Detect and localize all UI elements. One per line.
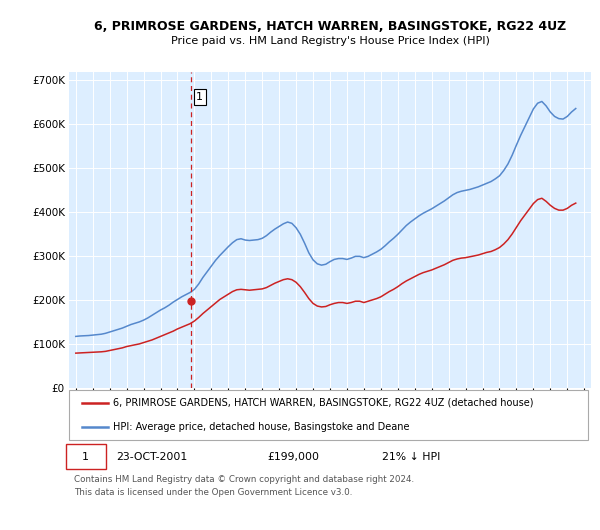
Text: Contains HM Land Registry data © Crown copyright and database right 2024.: Contains HM Land Registry data © Crown c… — [74, 475, 415, 484]
Text: 6, PRIMROSE GARDENS, HATCH WARREN, BASINGSTOKE, RG22 4UZ: 6, PRIMROSE GARDENS, HATCH WARREN, BASIN… — [94, 20, 566, 33]
Text: 21% ↓ HPI: 21% ↓ HPI — [382, 452, 440, 462]
Text: 1: 1 — [82, 452, 89, 462]
Text: 23-OCT-2001: 23-OCT-2001 — [116, 452, 187, 462]
Text: 6, PRIMROSE GARDENS, HATCH WARREN, BASINGSTOKE, RG22 4UZ (detached house): 6, PRIMROSE GARDENS, HATCH WARREN, BASIN… — [113, 398, 534, 408]
FancyBboxPatch shape — [69, 390, 589, 440]
Text: £199,000: £199,000 — [268, 452, 319, 462]
FancyBboxPatch shape — [67, 444, 106, 469]
Text: Price paid vs. HM Land Registry's House Price Index (HPI): Price paid vs. HM Land Registry's House … — [170, 36, 490, 46]
Text: HPI: Average price, detached house, Basingstoke and Deane: HPI: Average price, detached house, Basi… — [113, 422, 410, 432]
Text: This data is licensed under the Open Government Licence v3.0.: This data is licensed under the Open Gov… — [74, 488, 353, 497]
Text: 1: 1 — [196, 92, 203, 102]
